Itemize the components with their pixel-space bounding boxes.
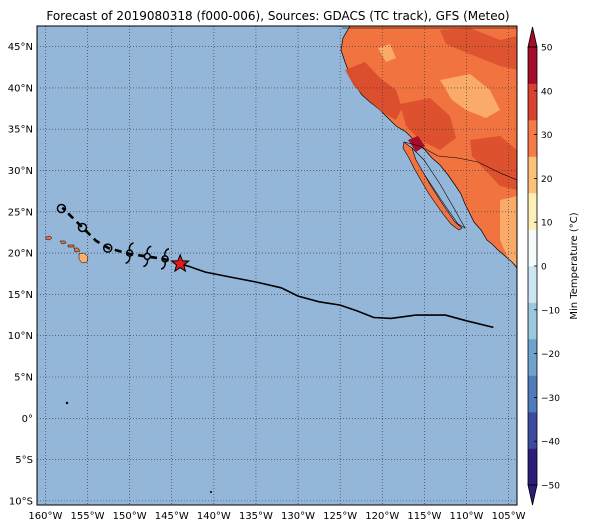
lat-tick-label: 40°N	[8, 83, 33, 94]
island-molokai	[67, 244, 75, 248]
forecast-track-line	[61, 206, 181, 266]
colorbar-tick-label: −20	[541, 350, 560, 360]
current-position-star	[170, 253, 191, 273]
colorbar-tick-label: −10	[541, 306, 560, 316]
warm-region	[470, 136, 517, 190]
map-frame	[36, 25, 518, 506]
lat-tick-label: 5°S	[15, 455, 33, 466]
colorbar-tick-label: −50	[541, 482, 560, 492]
lat-tick-label: 10°N	[8, 331, 33, 342]
colorbar-tick-label: 30	[541, 131, 553, 141]
lat-tick-label: 5°N	[14, 372, 33, 383]
lon-tick-label: 125°W	[323, 511, 357, 522]
forecast-position-marker	[77, 222, 88, 233]
colorbar-segment	[528, 375, 537, 413]
longitude-labels: 160°W 155°W 150°W 145°W 140°W 135°W 130°W 125°W…	[28, 511, 525, 522]
warm-region	[345, 62, 402, 120]
cool-region	[378, 44, 396, 62]
colorbar-min-extend	[527, 484, 538, 506]
map-gridlines	[37, 26, 517, 505]
tropical-storm-symbol	[160, 248, 170, 270]
colorbar-segment	[528, 193, 537, 230]
lon-tick-label: 115°W	[407, 511, 441, 522]
lon-tick-label: 150°W	[113, 511, 147, 522]
island-hawaii	[78, 252, 89, 264]
lat-tick-label: 30°N	[8, 166, 33, 177]
lat-tick-label: 45°N	[8, 42, 33, 53]
lon-tick-label: 155°W	[71, 511, 105, 522]
colorbar-segment	[528, 302, 537, 340]
colorbar-label: Min Temperature (°C)	[569, 212, 580, 319]
north-america-land	[340, 26, 517, 269]
lon-tick-label: 120°W	[365, 511, 399, 522]
lat-tick-label: 20°N	[8, 249, 33, 260]
colorbar-tick-label: 10	[541, 219, 553, 229]
colorbar-segment	[528, 266, 537, 303]
lon-tick-label: 140°W	[197, 511, 231, 522]
colorbar-tick-label: −30	[541, 394, 560, 404]
colorbar-tick-label: 20	[541, 175, 553, 185]
map-panel	[37, 26, 517, 505]
past-track-line	[179, 263, 494, 329]
lon-tick-label: 135°W	[239, 511, 273, 522]
lon-tick-label: 110°W	[449, 511, 483, 522]
colorbar-tick-labels: 50 40 30 20 10 0 −10 −20 −30 −40 −50	[541, 44, 560, 492]
lat-tick-label: 25°N	[8, 207, 33, 218]
island-maui	[73, 247, 81, 253]
colorbar-segment	[528, 47, 537, 84]
small-island	[210, 491, 212, 493]
island-kauai	[45, 235, 53, 241]
colorbar-segment	[528, 448, 537, 486]
colorbar-tick-label: 0	[541, 263, 547, 273]
lon-tick-label: 130°W	[281, 511, 315, 522]
lat-tick-label: 10°S	[9, 496, 33, 507]
hawaii-islands	[45, 235, 212, 493]
colorbar-segment	[528, 412, 537, 449]
colorbar-segment	[528, 339, 537, 376]
map-title: Forecast of 2019080318 (f000-006), Sourc…	[46, 9, 509, 23]
lat-tick-label: 15°N	[8, 290, 33, 301]
forecast-position-marker	[56, 203, 67, 214]
lon-tick-label: 160°W	[28, 511, 62, 522]
colorbar	[527, 26, 538, 506]
lon-tick-label: 145°W	[155, 511, 189, 522]
colorbar-segment	[528, 83, 537, 121]
forecast-position-marker	[102, 243, 113, 253]
colorbar-segment	[528, 229, 537, 267]
tc-track	[56, 203, 494, 329]
colorbar-tick-label: −40	[541, 438, 560, 448]
small-island	[65, 401, 69, 405]
us-mexico-border	[403, 141, 517, 181]
island-oahu	[59, 240, 67, 245]
colorbar-tick-label: 40	[541, 87, 553, 97]
colorbar-max-extend	[527, 26, 538, 48]
warm-region	[440, 28, 517, 70]
baja-california	[402, 141, 463, 231]
warm-region	[400, 98, 456, 150]
lat-tick-label: 0°	[22, 414, 33, 425]
lat-tick-label: 35°N	[8, 125, 33, 136]
colorbar-tick-label: 50	[541, 44, 553, 54]
lon-tick-label: 105°W	[492, 511, 526, 522]
hot-spot	[408, 136, 425, 152]
latitude-labels: 45°N 40°N 35°N 30°N 25°N 20°N 15°N 10°N 5°N 0° 5°S…	[8, 42, 33, 507]
tropical-storm-symbol	[143, 245, 152, 268]
colorbar-segment	[528, 120, 537, 157]
tropical-storm-symbol	[125, 242, 134, 264]
colorbar-segment	[528, 156, 537, 194]
cool-region	[440, 74, 500, 118]
